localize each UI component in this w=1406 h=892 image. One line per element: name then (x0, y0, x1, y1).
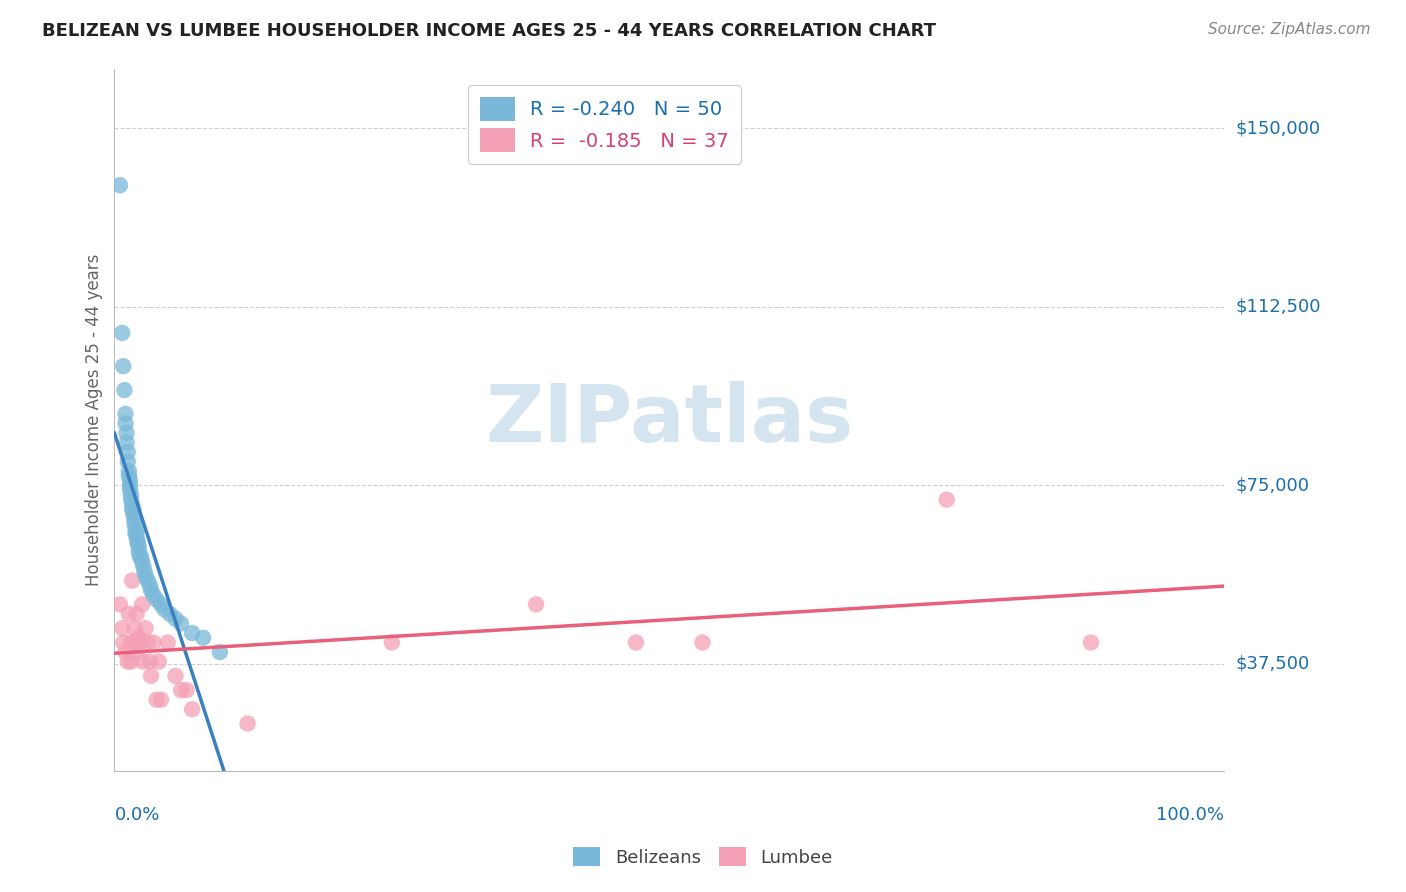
Point (131, 598, 153, 612)
Point (111, 326, 134, 340)
Point (114, 417, 136, 431)
Point (124, 525, 146, 540)
Point (524, 598, 547, 612)
Point (112, 383, 135, 397)
Text: 0.0%: 0.0% (114, 806, 160, 824)
Point (125, 531, 148, 545)
Point (115, 435, 138, 450)
Point (117, 655, 139, 669)
Point (131, 555, 153, 569)
Point (120, 492, 142, 507)
Point (120, 488, 142, 502)
Point (181, 626, 204, 640)
Point (156, 635, 179, 649)
Y-axis label: Householder Income Ages 25 - 44 years: Householder Income Ages 25 - 44 years (86, 253, 103, 586)
Text: 100.0%: 100.0% (1156, 806, 1225, 824)
Text: $37,500: $37,500 (1236, 655, 1309, 673)
Point (111, 621, 134, 635)
Point (132, 655, 155, 669)
Point (150, 598, 173, 612)
Point (139, 578, 162, 592)
Point (129, 549, 152, 564)
Point (124, 635, 146, 649)
Point (120, 635, 142, 649)
Point (125, 525, 148, 540)
Point (134, 564, 156, 578)
Point (114, 645, 136, 659)
Point (125, 607, 148, 621)
Point (165, 612, 187, 626)
Point (124, 511, 146, 525)
Point (145, 692, 167, 706)
Point (132, 559, 155, 574)
Point (124, 621, 146, 635)
Point (170, 683, 193, 698)
Point (142, 635, 165, 649)
Point (136, 574, 159, 588)
Point (122, 507, 145, 521)
Legend: R = -0.240   N = 50, R =  -0.185   N = 37: R = -0.240 N = 50, R = -0.185 N = 37 (468, 86, 741, 164)
Text: $75,000: $75,000 (1236, 476, 1309, 494)
Point (181, 702, 204, 716)
Point (624, 635, 647, 649)
Point (139, 655, 162, 669)
Point (118, 464, 141, 478)
Text: ZIPatlas: ZIPatlas (485, 381, 853, 458)
Point (124, 516, 146, 531)
Point (112, 635, 135, 649)
Point (122, 502, 145, 516)
Point (142, 588, 165, 602)
Point (120, 655, 142, 669)
Point (236, 716, 259, 731)
Point (153, 602, 176, 616)
Point (134, 569, 156, 583)
Text: $150,000: $150,000 (1236, 119, 1320, 137)
Point (128, 631, 150, 645)
Point (134, 621, 156, 635)
Point (117, 454, 139, 468)
Point (121, 497, 143, 511)
Point (124, 521, 146, 535)
Point (108, 178, 131, 193)
Point (127, 535, 149, 549)
Point (1080, 635, 1102, 649)
Point (128, 541, 150, 555)
Point (935, 492, 957, 507)
Point (208, 645, 231, 659)
Point (127, 535, 149, 549)
Point (159, 607, 181, 621)
Text: BELIZEAN VS LUMBEE HOUSEHOLDER INCOME AGES 25 - 44 YEARS CORRELATION CHART: BELIZEAN VS LUMBEE HOUSEHOLDER INCOME AG… (42, 22, 936, 40)
Point (148, 655, 170, 669)
Point (121, 502, 143, 516)
Point (150, 692, 173, 706)
Point (139, 669, 162, 683)
Point (125, 645, 148, 659)
Point (117, 445, 139, 459)
Point (129, 635, 152, 649)
Point (145, 592, 167, 607)
Point (692, 635, 714, 649)
Point (128, 545, 150, 559)
Point (136, 635, 159, 649)
Point (139, 583, 162, 598)
Point (193, 631, 215, 645)
Point (118, 474, 141, 488)
Point (118, 607, 141, 621)
Point (114, 407, 136, 421)
Point (165, 669, 187, 683)
Point (115, 425, 138, 440)
Point (112, 359, 135, 374)
Legend: Belizeans, Lumbee: Belizeans, Lumbee (567, 840, 839, 874)
Point (118, 483, 141, 497)
Point (129, 549, 152, 564)
Point (108, 598, 131, 612)
Point (176, 683, 198, 698)
Point (118, 468, 141, 483)
Point (121, 574, 143, 588)
Point (118, 478, 141, 492)
Point (170, 616, 193, 631)
Point (381, 635, 404, 649)
Text: Source: ZipAtlas.com: Source: ZipAtlas.com (1208, 22, 1371, 37)
Text: $112,500: $112,500 (1236, 298, 1320, 316)
